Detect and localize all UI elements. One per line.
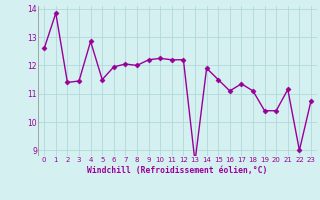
X-axis label: Windchill (Refroidissement éolien,°C): Windchill (Refroidissement éolien,°C) xyxy=(87,166,268,175)
